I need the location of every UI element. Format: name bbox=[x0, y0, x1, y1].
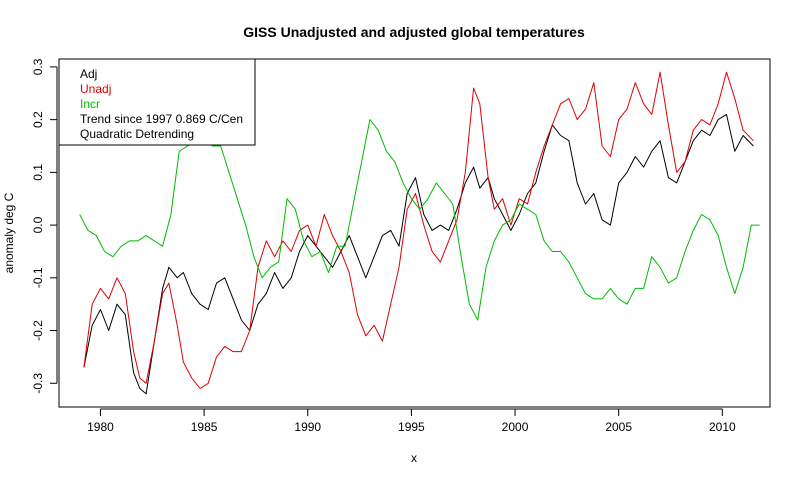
legend-box bbox=[58, 58, 256, 146]
legend-entry: Trend since 1997 0.869 C/Cen bbox=[80, 112, 243, 126]
y-tick-label: -0.2 bbox=[31, 320, 45, 341]
x-tick-label: 1995 bbox=[398, 420, 425, 434]
y-axis-label: anomaly deg C bbox=[2, 192, 16, 273]
x-tick-label: 1985 bbox=[191, 420, 218, 434]
x-tick-label: 2010 bbox=[709, 420, 736, 434]
legend-entry: Quadratic Detrending bbox=[80, 127, 194, 141]
y-tick-label: 0.2 bbox=[31, 111, 45, 128]
x-axis: 1980 1985 1990 1995 2000 2005 2010 bbox=[87, 408, 736, 434]
y-tick-label: -0.3 bbox=[31, 373, 45, 394]
series-line-incr bbox=[79, 119, 760, 321]
x-tick-label: 1980 bbox=[87, 420, 114, 434]
y-tick-label: 0.1 bbox=[31, 164, 45, 181]
y-tick-label: 0.0 bbox=[31, 216, 45, 233]
x-tick-label: 2000 bbox=[502, 420, 529, 434]
series-line-adj bbox=[83, 113, 754, 395]
plot-frame bbox=[58, 58, 771, 408]
y-axis: -0.3 -0.2 -0.1 0.0 0.1 0.2 0.3 bbox=[31, 58, 58, 394]
legend-entry: Incr bbox=[80, 97, 100, 111]
chart-title: GISS Unadjusted and adjusted global temp… bbox=[243, 24, 585, 40]
x-tick-label: 1990 bbox=[294, 420, 321, 434]
x-tick-label: 2005 bbox=[605, 420, 632, 434]
x-axis-label: x bbox=[411, 451, 417, 465]
legend-entry: Unadj bbox=[80, 82, 111, 96]
series-line-unadj bbox=[83, 71, 754, 389]
y-tick-label: -0.1 bbox=[31, 267, 45, 288]
legend-entry: Adj bbox=[80, 67, 97, 81]
y-tick-label: 0.3 bbox=[31, 58, 45, 75]
